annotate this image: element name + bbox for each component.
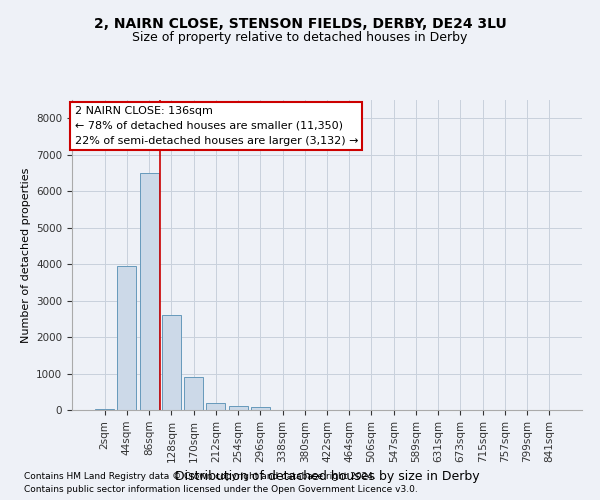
Bar: [206, 402, 225, 410]
Y-axis label: Number of detached properties: Number of detached properties: [20, 168, 31, 342]
Text: 2 NAIRN CLOSE: 136sqm
← 78% of detached houses are smaller (11,350)
22% of semi-: 2 NAIRN CLOSE: 136sqm ← 78% of detached …: [74, 106, 358, 146]
Bar: [162, 315, 181, 410]
Bar: [118, 266, 136, 410]
Bar: [229, 406, 248, 410]
Text: Contains public sector information licensed under the Open Government Licence v3: Contains public sector information licen…: [24, 485, 418, 494]
Bar: [251, 408, 270, 410]
Text: 2, NAIRN CLOSE, STENSON FIELDS, DERBY, DE24 3LU: 2, NAIRN CLOSE, STENSON FIELDS, DERBY, D…: [94, 18, 506, 32]
X-axis label: Distribution of detached houses by size in Derby: Distribution of detached houses by size …: [175, 470, 479, 483]
Bar: [184, 377, 203, 410]
Bar: [95, 409, 114, 410]
Text: Contains HM Land Registry data © Crown copyright and database right 2024.: Contains HM Land Registry data © Crown c…: [24, 472, 376, 481]
Text: Size of property relative to detached houses in Derby: Size of property relative to detached ho…: [133, 31, 467, 44]
Bar: [140, 173, 158, 410]
